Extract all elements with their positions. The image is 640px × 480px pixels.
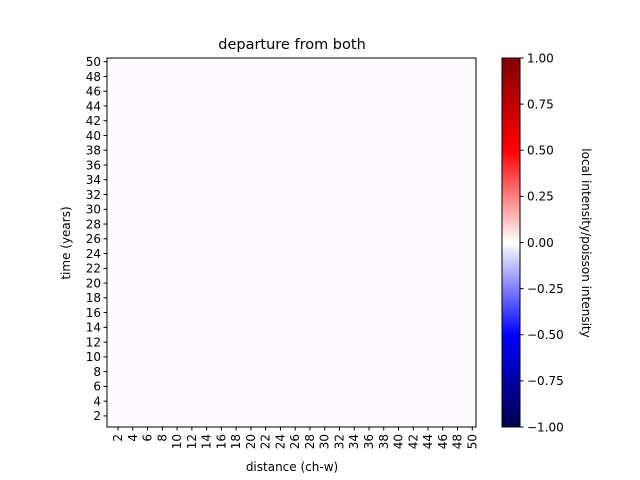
x-tick-label: 18 xyxy=(229,434,243,449)
x-tick-label: 34 xyxy=(347,434,361,449)
x-tick-label: 44 xyxy=(421,434,435,449)
y-tick-label: 34 xyxy=(86,173,101,187)
y-tick-label: 22 xyxy=(86,262,101,276)
y-tick-label: 2 xyxy=(93,409,101,423)
x-tick-label: 10 xyxy=(170,434,184,449)
y-tick-label: 50 xyxy=(86,55,101,69)
colorbar-tick-label: 0.75 xyxy=(527,97,554,111)
y-tick-label: 44 xyxy=(86,99,101,113)
x-tick-label: 22 xyxy=(259,434,273,449)
x-tick-label: 16 xyxy=(214,434,228,449)
x-tick-label: 20 xyxy=(244,434,258,449)
x-tick-label: 48 xyxy=(451,434,465,449)
y-axis-ticks: 2468101214161820222426283032343638404244… xyxy=(86,55,107,423)
y-tick-label: 42 xyxy=(86,114,101,128)
y-tick-label: 10 xyxy=(86,350,101,364)
x-tick-label: 8 xyxy=(155,434,169,442)
y-tick-label: 20 xyxy=(86,276,101,290)
heatmap-area xyxy=(106,57,477,428)
y-tick-label: 36 xyxy=(86,158,101,172)
colorbar-tick-label: −0.25 xyxy=(527,282,564,296)
y-tick-label: 30 xyxy=(86,203,101,217)
y-tick-label: 14 xyxy=(86,321,101,335)
colorbar-tick-label: 1.00 xyxy=(527,51,554,65)
colorbar: −1.00 −0.75 −0.50 −0.25 0.00 0.25 0.50 0.75 1.00… xyxy=(501,51,593,434)
x-tick-label: 46 xyxy=(436,434,450,449)
x-tick-label: 24 xyxy=(273,434,287,449)
colorbar-tick-label: 0.50 xyxy=(527,144,554,158)
y-tick-label: 6 xyxy=(93,380,101,394)
plot-frame xyxy=(106,57,477,428)
y-tick-label: 24 xyxy=(86,247,101,261)
x-tick-label: 38 xyxy=(377,434,391,449)
y-tick-label: 28 xyxy=(86,217,101,231)
colorbar-tick-label: −0.75 xyxy=(527,374,564,388)
x-tick-label: 4 xyxy=(126,434,140,442)
x-tick-label: 32 xyxy=(332,434,346,449)
y-axis-label: time (years) xyxy=(59,206,73,279)
y-tick-label: 40 xyxy=(86,129,101,143)
colorbar-tick-label: −1.00 xyxy=(527,420,564,434)
colorbar-gradient xyxy=(502,58,520,427)
x-tick-label: 2 xyxy=(111,434,125,442)
y-tick-label: 4 xyxy=(93,394,101,408)
x-tick-label: 6 xyxy=(141,434,155,442)
x-tick-label: 40 xyxy=(392,434,406,449)
y-tick-label: 18 xyxy=(86,291,101,305)
x-tick-label: 36 xyxy=(362,434,376,449)
y-tick-label: 38 xyxy=(86,144,101,158)
heatmap-fill xyxy=(107,58,476,427)
y-tick-label: 48 xyxy=(86,70,101,84)
x-tick-label: 14 xyxy=(200,434,214,449)
y-tick-label: 26 xyxy=(86,232,101,246)
y-tick-label: 46 xyxy=(86,85,101,99)
x-tick-label: 12 xyxy=(185,434,199,449)
x-tick-label: 26 xyxy=(288,434,302,449)
chart-title: departure from both xyxy=(218,37,366,53)
y-tick-label: 16 xyxy=(86,306,101,320)
colorbar-ticks: −1.00 −0.75 −0.50 −0.25 0.00 0.25 0.50 0.75 1.00 xyxy=(520,51,564,434)
colorbar-tick-label: −0.50 xyxy=(527,328,564,342)
y-tick-label: 12 xyxy=(86,335,101,349)
x-tick-label: 50 xyxy=(465,434,479,449)
colorbar-tick-label: 0.25 xyxy=(527,190,554,204)
y-tick-label: 8 xyxy=(93,365,101,379)
x-tick-label: 42 xyxy=(406,434,420,449)
x-axis-ticks: 2 4 6 8 10 12 14 16 18 20 22 24 26 28 30 32 34 36 38 40 42 44… xyxy=(111,427,479,449)
y-tick-label: 32 xyxy=(86,188,101,202)
x-axis-label: distance (ch-w) xyxy=(246,460,338,474)
colorbar-tick-label: 0.00 xyxy=(527,236,554,250)
x-tick-label: 28 xyxy=(303,434,317,449)
x-tick-label: 30 xyxy=(318,434,332,449)
colorbar-label: local intensity/poisson intensity xyxy=(579,148,593,337)
